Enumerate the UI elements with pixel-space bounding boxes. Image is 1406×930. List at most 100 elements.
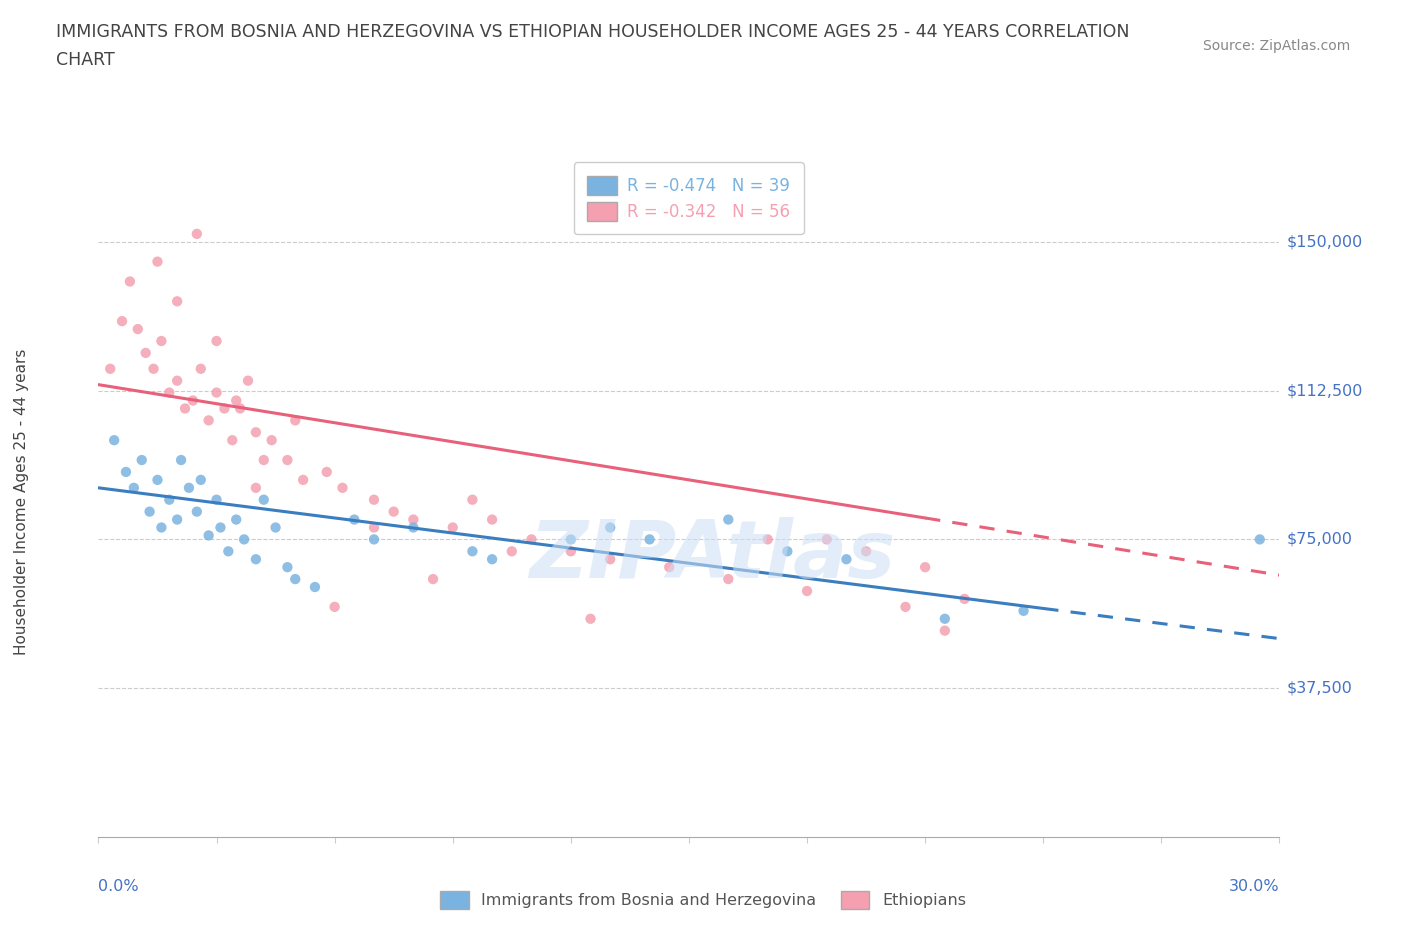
Point	[98, 362, 121, 377]
Point	[170, 453, 193, 468]
Point	[142, 362, 165, 377]
Point	[205, 385, 228, 400]
Point	[174, 401, 197, 416]
Point	[264, 520, 287, 535]
Point	[146, 472, 169, 487]
Point	[138, 504, 160, 519]
Text: $150,000: $150,000	[1286, 234, 1362, 249]
Point	[934, 611, 956, 626]
Point	[186, 504, 208, 519]
Point	[520, 532, 543, 547]
Point	[135, 345, 157, 360]
Point	[245, 551, 267, 566]
Point	[253, 492, 276, 507]
Point	[501, 544, 523, 559]
Point	[855, 544, 877, 559]
Point	[233, 532, 256, 547]
Point	[225, 512, 247, 527]
Point	[157, 492, 180, 507]
Point	[181, 393, 204, 408]
Point	[934, 623, 956, 638]
Point	[422, 572, 444, 587]
Point	[245, 425, 267, 440]
Point	[796, 583, 818, 598]
Point	[127, 322, 149, 337]
Point	[599, 520, 621, 535]
Point	[382, 504, 405, 519]
Point	[481, 512, 503, 527]
Point	[304, 579, 326, 594]
Point	[284, 413, 307, 428]
Point	[402, 520, 425, 535]
Point	[229, 401, 252, 416]
Point	[323, 600, 346, 615]
Point	[236, 373, 259, 388]
Point	[835, 551, 858, 566]
Text: ZIPAtlas: ZIPAtlas	[530, 517, 896, 595]
Point	[111, 313, 134, 328]
Text: CHART: CHART	[56, 51, 115, 69]
Point	[217, 544, 239, 559]
Text: 30.0%: 30.0%	[1229, 879, 1279, 894]
Point	[214, 401, 236, 416]
Point	[253, 453, 276, 468]
Text: IMMIGRANTS FROM BOSNIA AND HERZEGOVINA VS ETHIOPIAN HOUSEHOLDER INCOME AGES 25 -: IMMIGRANTS FROM BOSNIA AND HERZEGOVINA V…	[56, 23, 1130, 41]
Point	[894, 600, 917, 615]
Point	[332, 481, 354, 496]
Point	[363, 520, 385, 535]
Point	[481, 551, 503, 566]
Point	[260, 432, 283, 447]
Text: $75,000: $75,000	[1286, 532, 1353, 547]
Point	[815, 532, 838, 547]
Point	[150, 520, 173, 535]
Point	[221, 432, 243, 447]
Point	[717, 572, 740, 587]
Point	[276, 560, 298, 575]
Point	[441, 520, 464, 535]
Point	[717, 512, 740, 527]
Text: Householder Income Ages 25 - 44 years: Householder Income Ages 25 - 44 years	[14, 349, 28, 656]
Point	[756, 532, 779, 547]
Point	[122, 481, 145, 496]
Point	[284, 572, 307, 587]
Point	[166, 373, 188, 388]
Text: 0.0%: 0.0%	[98, 879, 139, 894]
Point	[209, 520, 232, 535]
Legend: R = -0.474   N = 39, R = -0.342   N = 56: R = -0.474 N = 39, R = -0.342 N = 56	[574, 163, 804, 234]
Point	[363, 532, 385, 547]
Point	[292, 472, 315, 487]
Point	[146, 254, 169, 269]
Point	[245, 481, 267, 496]
Point	[914, 560, 936, 575]
Point	[190, 472, 212, 487]
Point	[776, 544, 799, 559]
Text: $112,500: $112,500	[1286, 383, 1362, 398]
Point	[953, 591, 976, 606]
Point	[157, 385, 180, 400]
Point	[186, 226, 208, 241]
Point	[658, 560, 681, 575]
Text: Source: ZipAtlas.com: Source: ZipAtlas.com	[1202, 39, 1350, 53]
Legend: Immigrants from Bosnia and Herzegovina, Ethiopians: Immigrants from Bosnia and Herzegovina, …	[432, 883, 974, 917]
Point	[166, 512, 188, 527]
Text: $37,500: $37,500	[1286, 681, 1353, 696]
Point	[638, 532, 661, 547]
Point	[103, 432, 125, 447]
Point	[197, 413, 219, 428]
Point	[131, 453, 153, 468]
Point	[315, 464, 337, 479]
Point	[343, 512, 366, 527]
Point	[205, 334, 228, 349]
Point	[461, 544, 484, 559]
Point	[150, 334, 173, 349]
Point	[560, 532, 582, 547]
Point	[363, 492, 385, 507]
Point	[177, 481, 200, 496]
Point	[115, 464, 138, 479]
Point	[276, 453, 298, 468]
Point	[579, 611, 602, 626]
Point	[1249, 532, 1271, 547]
Point	[118, 274, 141, 289]
Point	[197, 528, 219, 543]
Point	[461, 492, 484, 507]
